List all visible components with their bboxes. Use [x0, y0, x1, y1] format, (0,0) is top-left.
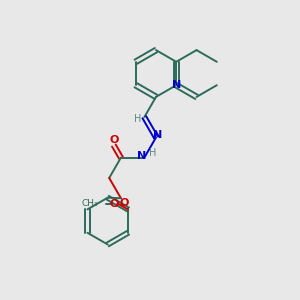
Text: O: O [109, 135, 119, 145]
Text: H: H [134, 114, 141, 124]
Text: N: N [154, 130, 163, 140]
Text: O: O [119, 198, 129, 208]
Text: O: O [110, 199, 119, 208]
Text: H: H [149, 148, 156, 158]
Text: CH₃: CH₃ [82, 199, 98, 208]
Text: N: N [137, 151, 146, 161]
Text: N: N [172, 80, 181, 90]
